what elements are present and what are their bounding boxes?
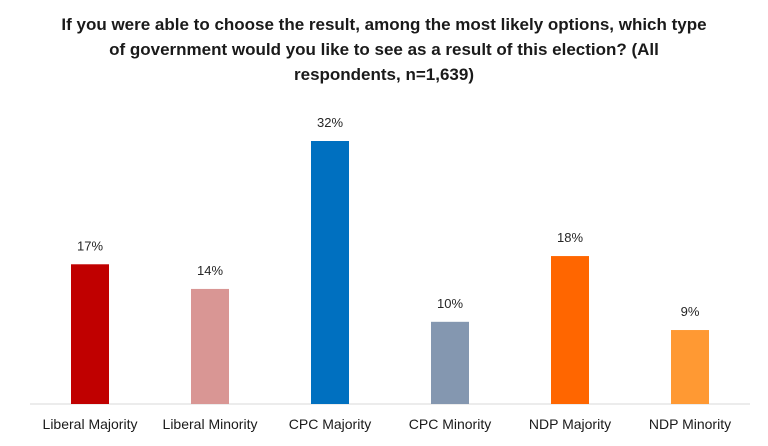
bars [71, 141, 709, 404]
category-labels: Liberal Majority Liberal Minority CPC Majo… [43, 416, 732, 432]
bar-6 [671, 330, 709, 404]
bar-1 [71, 264, 109, 404]
data-label-5: 18% [557, 230, 583, 245]
category-label-2: Liberal Minority [163, 416, 258, 432]
category-label-1: Liberal Majority [43, 416, 138, 432]
chart-title: If you were able to choose the result, a… [61, 15, 707, 84]
data-labels: 17% 14% 32% 10% 18% 9% [77, 115, 700, 319]
bar-2 [191, 288, 229, 404]
data-label-2: 14% [197, 263, 223, 278]
category-label-4: CPC Minority [409, 416, 491, 432]
data-label-1: 17% [77, 238, 103, 253]
category-label-6: NDP Minority [649, 416, 731, 432]
bar-5 [551, 256, 589, 404]
data-label-3: 32% [317, 115, 343, 130]
category-label-3: CPC Majority [289, 416, 371, 432]
data-label-6: 9% [681, 304, 700, 319]
category-label-5: NDP Majority [529, 416, 611, 432]
data-label-4: 10% [437, 296, 463, 311]
bar-3 [311, 141, 349, 404]
bar-4 [431, 321, 469, 404]
